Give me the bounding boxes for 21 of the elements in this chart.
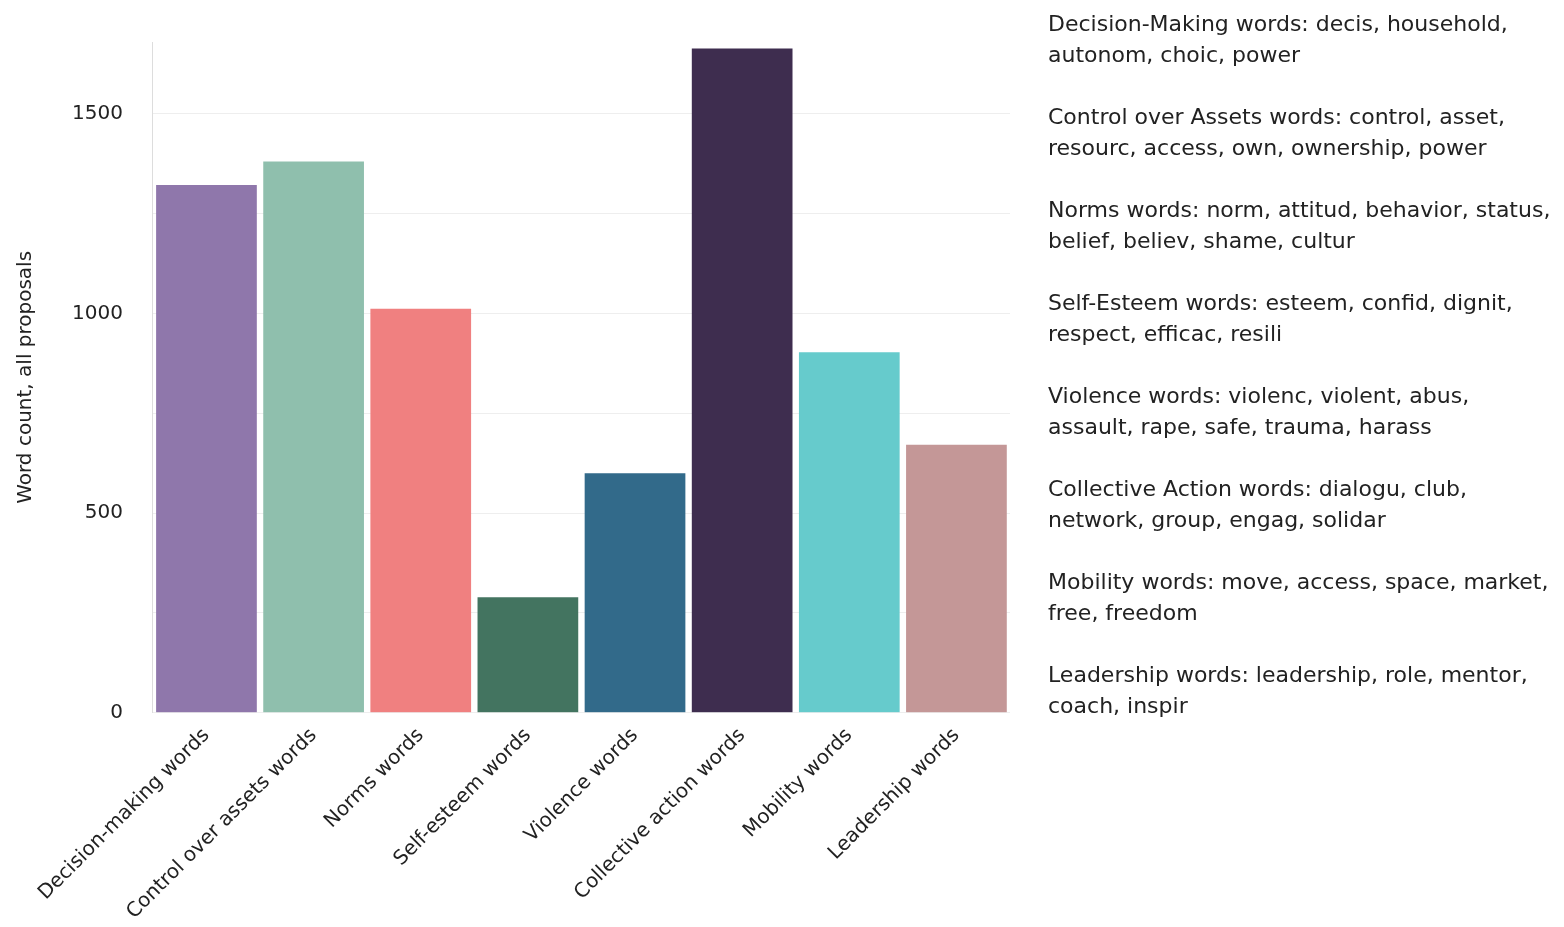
bar [263,161,364,713]
text: Leadership words: leadership, role, mentor, coach, inspir [1048,661,1529,720]
y-axis-title: Word count, all proposals [12,250,37,504]
text: Collective Action words: dialogu, club, network, group, engag, solidar [1048,475,1468,534]
text: Control over Assets words: control, asset, resourc, access, own, ownership, power [1048,103,1506,162]
y-tick-label: 500 [84,499,123,524]
y-tick-label: 0 [110,698,123,723]
bar [906,444,1007,713]
y-tick-label: 1000 [71,299,123,324]
bar [477,597,579,713]
y-tick-label: 1500 [71,100,123,125]
bar [691,48,793,713]
bar [584,473,686,713]
text: Decision-Making words: decis, household, autonom, choic, power [1048,10,1509,69]
text: Violence words: violenc, violent, abus, assault, rape, safe, trauma, harass [1048,382,1471,441]
text: Norms words: norm, attitud, behavior, status, belief, believ, shame, cultur [1048,196,1552,255]
bar [798,352,900,713]
bar [156,184,257,713]
text: Self-Esteem words: esteem, confid, dignit, respect, efficac, resili [1048,289,1514,348]
bar [370,308,472,713]
text: Mobility words: move, access, space, market, free, freedom [1048,568,1550,627]
